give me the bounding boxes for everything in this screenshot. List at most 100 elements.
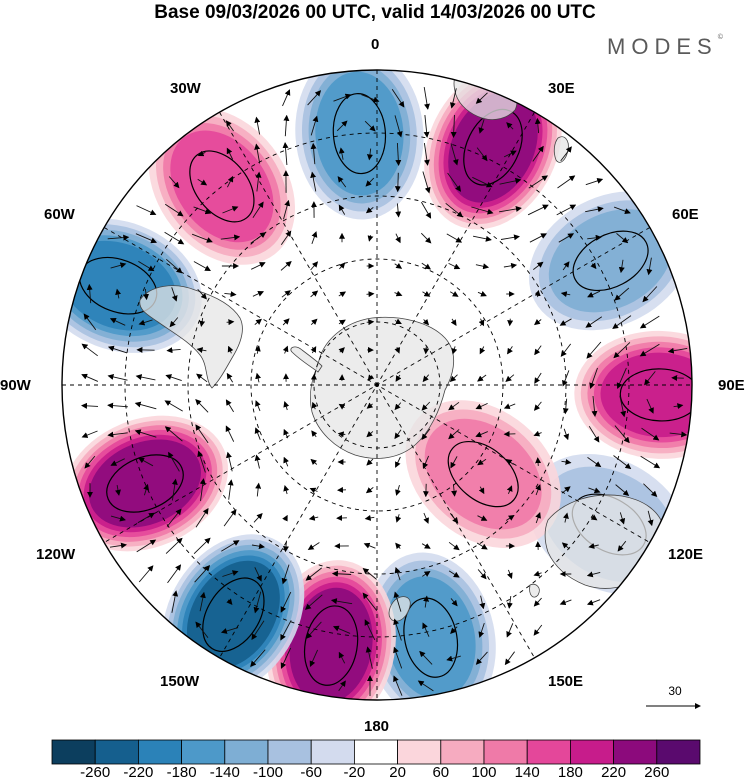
colorbar-tick-label: 60 [432, 764, 450, 781]
wind-vector [195, 621, 209, 638]
wind-vector [395, 374, 402, 382]
wind-vector [562, 512, 569, 523]
wind-vector [478, 486, 485, 495]
wind-vector [423, 512, 429, 524]
lon-label-120e: 120E [668, 546, 704, 563]
wind-vector [477, 374, 487, 382]
wind-vector [169, 317, 179, 328]
wind-vector [422, 622, 430, 637]
colorbar-tick-label: -100 [252, 764, 284, 781]
wind-vector [476, 542, 488, 550]
wind-vector [226, 598, 233, 605]
colorbar-tick-label: 100 [471, 764, 497, 781]
wind-vector [135, 233, 158, 244]
wind-vector [422, 318, 430, 326]
wind-vector [475, 651, 488, 665]
wind-vector [254, 143, 261, 164]
wind-vector [506, 485, 513, 494]
wind-vector [280, 647, 292, 669]
wind-vector [165, 374, 182, 382]
colorbar-cell [570, 739, 615, 765]
wind-vector [311, 430, 318, 438]
wind-vector [197, 450, 206, 473]
wind-vector [196, 373, 208, 383]
wind-vector [667, 347, 688, 354]
wind-vector [533, 597, 542, 607]
lon-label-180: 180 [364, 718, 390, 735]
wind-vector [195, 398, 209, 413]
wind-vector [588, 543, 599, 549]
wind-vector [283, 456, 289, 467]
wind-vector [534, 372, 542, 384]
wind-vector [612, 315, 632, 329]
wind-vector [394, 262, 403, 269]
wind-vector [338, 347, 345, 354]
lon-label-30w: 30W [170, 80, 201, 97]
wind-vector [394, 429, 402, 440]
lon-label-90e: 90E [718, 377, 745, 394]
wind-vector [81, 402, 99, 409]
wind-vector [282, 514, 288, 522]
wind-vector [361, 94, 380, 103]
wind-vector [311, 401, 318, 410]
wind-vector [395, 484, 401, 496]
wind-vector [449, 374, 458, 382]
circulation-ring [189, 150, 255, 223]
wind-vector [448, 429, 460, 440]
wind-vector [394, 566, 401, 581]
wind-vector [614, 287, 630, 301]
latitude-circle-50s [124, 132, 630, 638]
colorbar-cell [94, 739, 139, 765]
wind-vector [647, 510, 654, 527]
colorbar-tick-label: 260 [644, 764, 670, 781]
wind-vector [282, 142, 289, 166]
wind-vector [529, 233, 547, 243]
wind-vector [646, 398, 654, 414]
wind-vector [479, 346, 486, 355]
wind-vector [227, 345, 234, 354]
wind-vector [534, 117, 541, 134]
wind-vector [138, 565, 154, 583]
wind-vector [500, 234, 520, 241]
wind-vector [338, 291, 347, 298]
wind-vector [506, 596, 513, 609]
wind-vector [222, 570, 239, 577]
wind-vector [475, 431, 488, 438]
wind-vector [307, 542, 320, 551]
wind-vector [587, 290, 601, 298]
copyright-mark: © [717, 34, 723, 41]
wind-vector [253, 512, 263, 523]
wind-vector [365, 177, 375, 187]
map-border [61, 69, 693, 701]
wind-vector [586, 599, 601, 606]
wind-vector [338, 403, 346, 410]
wind-vector [107, 374, 128, 381]
circulation-ring [303, 605, 359, 686]
wind-vector [367, 235, 374, 242]
colorbar-tick-label: -60 [300, 764, 323, 781]
wind-vector [366, 402, 374, 409]
wind-vector [254, 427, 261, 440]
lon-label-90w: 90W [0, 377, 31, 394]
wind-vector [196, 347, 207, 354]
circulation-ring [106, 454, 184, 513]
anomaly-contour-level [186, 560, 280, 669]
wind-vector [448, 541, 460, 551]
wind-vector [164, 400, 183, 412]
wind-vector [395, 233, 401, 244]
anomaly-indian-ocean-negative [528, 191, 692, 331]
wind-vector [394, 318, 402, 324]
wind-vector [533, 401, 542, 411]
wind-vector [475, 263, 490, 270]
wind-vector [226, 372, 234, 383]
wind-vector [363, 542, 376, 549]
wind-vector [225, 120, 234, 132]
wind-vector [225, 425, 235, 442]
wind-vector [251, 543, 265, 550]
wind-vector [421, 428, 431, 441]
colorbar-cell [51, 739, 96, 765]
lon-label-150w: 150W [160, 673, 200, 690]
wind-vector [221, 540, 240, 552]
wind-vector [394, 402, 402, 411]
wind-vector [533, 261, 544, 270]
